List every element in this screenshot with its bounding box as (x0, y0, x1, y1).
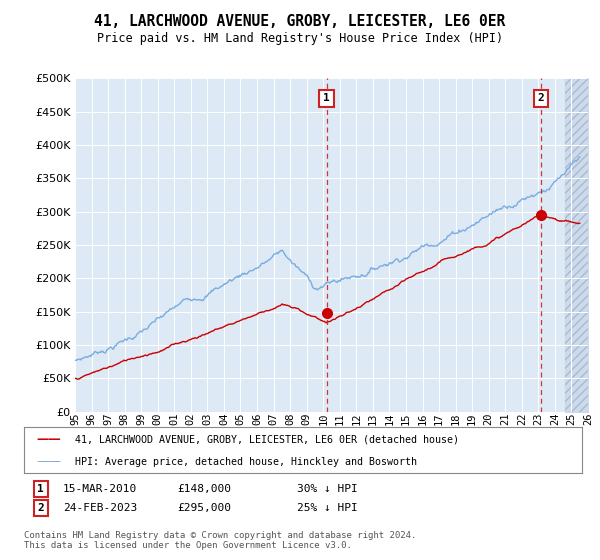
Text: Contains HM Land Registry data © Crown copyright and database right 2024.
This d: Contains HM Land Registry data © Crown c… (24, 531, 416, 550)
Text: HPI: Average price, detached house, Hinckley and Bosworth: HPI: Average price, detached house, Hinc… (75, 456, 417, 466)
Bar (565, 78, 588, 412)
Text: Price paid vs. HM Land Registry's House Price Index (HPI): Price paid vs. HM Land Registry's House … (97, 32, 503, 45)
Text: 30% ↓ HPI: 30% ↓ HPI (297, 484, 358, 494)
Text: ——: —— (36, 455, 61, 468)
Text: 41, LARCHWOOD AVENUE, GROBY, LEICESTER, LE6 0ER (detached house): 41, LARCHWOOD AVENUE, GROBY, LEICESTER, … (75, 435, 459, 445)
Text: 1: 1 (37, 484, 44, 494)
Text: 41, LARCHWOOD AVENUE, GROBY, LEICESTER, LE6 0ER: 41, LARCHWOOD AVENUE, GROBY, LEICESTER, … (94, 14, 506, 29)
Bar (565, 78, 588, 412)
Text: 2: 2 (37, 503, 44, 513)
Text: 1: 1 (323, 94, 330, 104)
Text: ——: —— (36, 433, 61, 446)
Text: 15-MAR-2010: 15-MAR-2010 (63, 484, 137, 494)
Text: 2: 2 (538, 94, 544, 104)
Text: 24-FEB-2023: 24-FEB-2023 (63, 503, 137, 513)
Text: £148,000: £148,000 (177, 484, 231, 494)
Text: £295,000: £295,000 (177, 503, 231, 513)
Text: 25% ↓ HPI: 25% ↓ HPI (297, 503, 358, 513)
